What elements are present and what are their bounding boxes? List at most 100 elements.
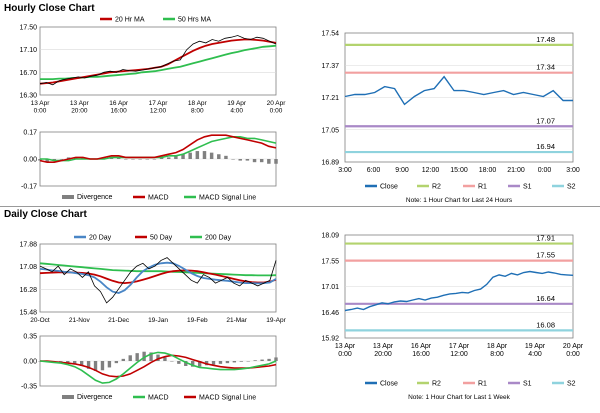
hourly-pivot-x-tick: 18:00 (479, 167, 497, 174)
hourly-pivot-close-line (344, 75, 573, 106)
hourly-pivot-legend-s1: S1 (523, 184, 532, 191)
daily-pivot-note: Note: 1 Hour Chart for Last 1 Week (408, 394, 511, 401)
hourly-price-x-tick: 17 Apr 12:00 (149, 100, 169, 115)
daily-divergence-bar (66, 361, 70, 363)
hourly-price-x-tick: 18 Apr 8:00 (188, 100, 208, 115)
daily-divergence-bar (191, 361, 195, 367)
daily-macd-y-tick: 0.35 (23, 334, 37, 341)
hourly-pivot-legend-r1: R1 (478, 184, 487, 191)
daily-macd-y-tick: -0.35 (21, 384, 37, 391)
daily-divergence-bar (114, 361, 119, 364)
daily-legend-ma200: 200 Day (205, 235, 232, 242)
daily-divergence-bar (93, 361, 98, 371)
hourly-pivot-y-tick: 16.89 (321, 160, 339, 167)
hourly-divergence-bar (45, 159, 49, 163)
hourly-legend-macd: MACD (148, 195, 169, 202)
hourly-divergence-bar (195, 151, 200, 159)
hourly-pivot-x-tick: 21:00 (507, 167, 525, 174)
daily-price-x-tick: 20-Oct (30, 317, 50, 324)
hourly-ma50-line (40, 44, 277, 80)
hourly-macd-y-tick: -0.17 (21, 184, 37, 191)
daily-pivot-x-tick: 13 Apr 0:00 (335, 343, 356, 358)
hourly-pivot-y-tick: 17.37 (321, 63, 339, 70)
hourly-macd-y-tick: 0.00 (23, 157, 37, 164)
daily-pivot-x-tick: 20 Apr 0:00 (563, 343, 584, 358)
hourly-price-x-tick: 20 Apr 0:00 (267, 100, 287, 115)
hourly-pivot-level-label: 17.07 (536, 116, 555, 125)
hourly-price-x-tick: 19 Apr 4:00 (227, 100, 247, 115)
hourly-price-y-tick: 16.70 (19, 70, 37, 77)
daily-pivot-legend-s2: S2 (567, 381, 576, 388)
hourly-pivot-x-tick: 0:00 (538, 167, 552, 174)
hourly-divergence-bar (116, 157, 121, 159)
hourly-legend-divergence-swatch (62, 195, 74, 199)
daily-divergence-bar (128, 355, 132, 361)
hourly-pivot-x-tick: 9:00 (395, 167, 409, 174)
hourly-divergence-bar (131, 159, 135, 160)
hourly-divergence-bar (166, 157, 171, 159)
daily-pivot-y-tick: 17.55 (321, 258, 339, 265)
daily-legend-macd: MACD (148, 395, 169, 402)
daily-pivot-x-tick: 19 Apr 4:00 (525, 343, 546, 358)
daily-macd-y-tick: 0.00 (23, 359, 37, 366)
daily-price-line (39, 257, 277, 304)
daily-divergence-bar (59, 361, 63, 362)
hourly-price-x-tick: 16 Apr 16:00 (109, 100, 129, 115)
daily-legend-divergence-swatch (62, 395, 74, 399)
daily-divergence-bar (253, 360, 257, 361)
hourly-macd-line (39, 134, 277, 163)
daily-pivot-level-label: 17.91 (536, 234, 555, 243)
hourly-pivot-x-tick: 3:00 (338, 167, 352, 174)
hourly-divergence-bar (231, 159, 235, 160)
hourly-pivot-x-tick: 12:00 (422, 167, 440, 174)
daily-divergence-bar (100, 361, 105, 371)
hourly-divergence-bar (145, 159, 150, 160)
hourly-divergence-bar (217, 154, 221, 159)
hourly-divergence-bar (209, 152, 214, 159)
daily-divergence-bar (246, 361, 250, 362)
daily-pivot-legend-s1: S1 (523, 381, 532, 388)
hourly-pivot-y-tick: 17.54 (321, 31, 339, 38)
hourly-pivot-level-label: 17.48 (536, 35, 555, 44)
daily-pivot-y-tick: 16.46 (321, 310, 339, 317)
daily-divergence-bar (149, 352, 153, 361)
daily-divergence-bar (267, 358, 271, 361)
daily-divergence-bar (156, 354, 160, 361)
daily-pivot-x-tick: 16 Apr 16:00 (411, 343, 432, 358)
hourly-divergence-bar (252, 159, 257, 163)
daily-price-x-tick: 21-Nov (69, 317, 91, 324)
hourly-divergence-bar (124, 159, 128, 160)
hourly-legend-ma20: 20 Hr MA (115, 17, 145, 24)
hourly-pivot-legend-r2: R2 (432, 184, 441, 191)
daily-pivot-level-label: 16.64 (536, 294, 555, 303)
daily-price-y-tick: 17.08 (19, 264, 37, 271)
daily-pivot-x-tick: 17 Apr 12:00 (449, 343, 470, 358)
daily-pivot-x-tick: 18 Apr 8:00 (487, 343, 508, 358)
hourly-divergence-bar (59, 159, 64, 160)
daily-ma20-line (39, 261, 277, 294)
daily-divergence-bar (73, 361, 77, 364)
hourly-divergence-bar (188, 152, 192, 159)
hourly-legend-ma50: 50 Hrs MA (178, 17, 211, 24)
hourly-divergence-bar (245, 159, 250, 161)
daily-pivot-y-tick: 15.92 (321, 336, 339, 343)
hourly-divergence-bar (238, 159, 242, 161)
daily-legend-ma50: 50 Day (150, 235, 173, 242)
daily-pivot-x-tick: 13 Apr 20:00 (373, 343, 394, 358)
daily-divergence-bar (79, 361, 84, 366)
hourly-divergence-bar (159, 157, 164, 159)
hourly-divergence-bar (274, 159, 278, 164)
daily-divergence-bar (274, 357, 278, 361)
daily-price-x-tick: 19-Jan (148, 317, 168, 324)
hourly-pivot-level-label: 17.34 (536, 63, 555, 72)
daily-macd-signal-line (40, 354, 277, 378)
daily-pivot-legend-r2: R2 (432, 381, 441, 388)
daily-divergence-bar (218, 361, 223, 364)
daily-pivot-legend-close: Close (380, 381, 398, 388)
daily-pivot-close-line (344, 270, 574, 312)
daily-legend-ma20: 20 Day (89, 235, 112, 242)
daily-divergence-bar (184, 361, 188, 366)
hourly-section-title: Hourly Close Chart (4, 3, 95, 14)
hourly-price-frame (39, 26, 277, 96)
daily-divergence-bar (121, 358, 125, 361)
